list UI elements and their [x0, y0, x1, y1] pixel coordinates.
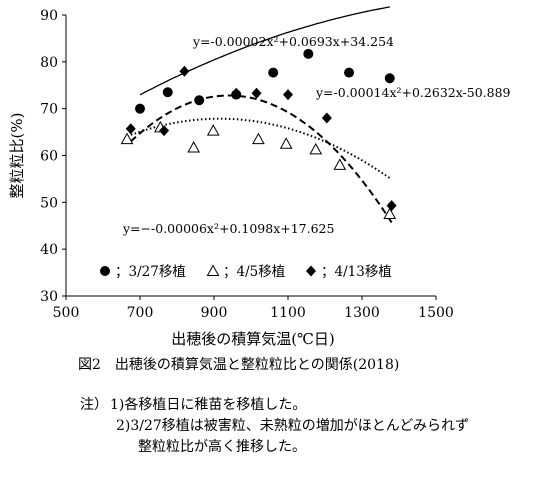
data-point-series-3: [386, 200, 397, 212]
legend: ；3/27移植 ；4/5移植 ；4/13移植: [100, 264, 392, 280]
data-point-series-3: [159, 125, 170, 137]
equation-series-1: y=-0.00002x²+0.0693x+34.254: [192, 34, 394, 49]
y-tick-label: 90: [40, 8, 58, 24]
x-tick-label: 700: [127, 305, 154, 321]
data-point-series-1: [344, 67, 355, 78]
data-point-series-1: [268, 67, 279, 78]
data-point-series-1: [194, 95, 205, 106]
equation-series-3: y=-0.00014x²+0.2632x-50.889: [315, 85, 511, 100]
trend-curves: [126, 6, 393, 223]
x-tick-label: 1100: [270, 305, 306, 321]
x-tick-label: 1300: [344, 305, 380, 321]
figure-notes: 注） 1)各移植日に稚苗を移植した。 2)3/27移植は被害粒、未熟粒の増加がほ…: [80, 395, 469, 458]
data-point-series-2: [309, 142, 323, 155]
legend-label-2: ；4/5移植: [223, 264, 285, 280]
data-point-series-1: [384, 73, 395, 84]
note-item-1: 1)各移植日に稚苗を移植した。: [110, 397, 307, 413]
data-point-series-1: [303, 48, 314, 59]
data-point-series-2: [333, 158, 347, 170]
data-point-series-2: [120, 132, 134, 145]
note-item-2-line-2: 整粒粒比が高く推移した。: [138, 439, 306, 455]
axis-labels: 出穂後の積算気温(℃日) 整粒粒比(%): [8, 113, 335, 348]
data-point-series-3: [283, 89, 293, 101]
y-tick-label: 50: [40, 195, 58, 211]
note-item-2-line-1: 2)3/27移植は被害粒、未熟粒の増加がほとんどみられず: [116, 418, 469, 434]
legend-marker-1: [100, 266, 110, 276]
data-point-series-3: [179, 65, 190, 77]
x-tick-label: 1500: [418, 305, 454, 321]
trend-equations: y=-0.00002x²+0.0693x+34.254 y=−-0.00006x²…: [122, 34, 511, 236]
data-point-series-2: [187, 141, 200, 153]
equation-series-2: y=−-0.00006x²+0.1098x+17.625: [122, 221, 334, 236]
chart: 30 40 50 60 70 80 90 500 700 900 1100 1300 1500 y=-0…: [8, 6, 511, 348]
data-point-series-1: [135, 103, 145, 114]
legend-marker-3: [306, 265, 316, 277]
trend-curve-2: [126, 117, 391, 180]
data-point-series-3: [321, 112, 332, 124]
x-tick-label: 500: [53, 305, 80, 321]
y-tick-label: 80: [40, 55, 58, 71]
legend-label-1: ；3/27移植: [115, 264, 186, 280]
y-tick-label: 30: [40, 289, 58, 305]
data-point-series-2: [279, 137, 293, 149]
x-axis-label: 出穂後の積算気温(℃日): [171, 330, 335, 348]
figure-caption: 図2 出穂後の積算気温と整粒粒比との関係(2018): [78, 357, 400, 373]
axes: 30 40 50 60 70 80 90 500 700 900 1100 1300 1500: [40, 8, 454, 321]
y-tick-label: 70: [40, 102, 58, 118]
data-point-series-3: [231, 87, 242, 99]
y-axis-label: 整粒粒比(%): [8, 113, 26, 199]
trend-curve-1: [139, 6, 390, 96]
data-points: [120, 48, 397, 220]
legend-marker-2: [206, 264, 220, 276]
data-point-series-1: [162, 87, 173, 98]
data-point-series-2: [252, 132, 265, 145]
y-tick-label: 60: [40, 149, 58, 165]
trend-curve-3: [130, 94, 393, 223]
data-point-series-3: [125, 123, 136, 135]
data-point-series-2: [383, 207, 397, 220]
note-head: 注）: [80, 397, 108, 413]
data-point-series-3: [251, 87, 262, 99]
legend-label-3: ；4/13移植: [321, 264, 392, 280]
y-tick-label: 40: [40, 242, 58, 258]
x-tick-label: 900: [201, 305, 228, 321]
data-point-series-2: [206, 124, 220, 136]
